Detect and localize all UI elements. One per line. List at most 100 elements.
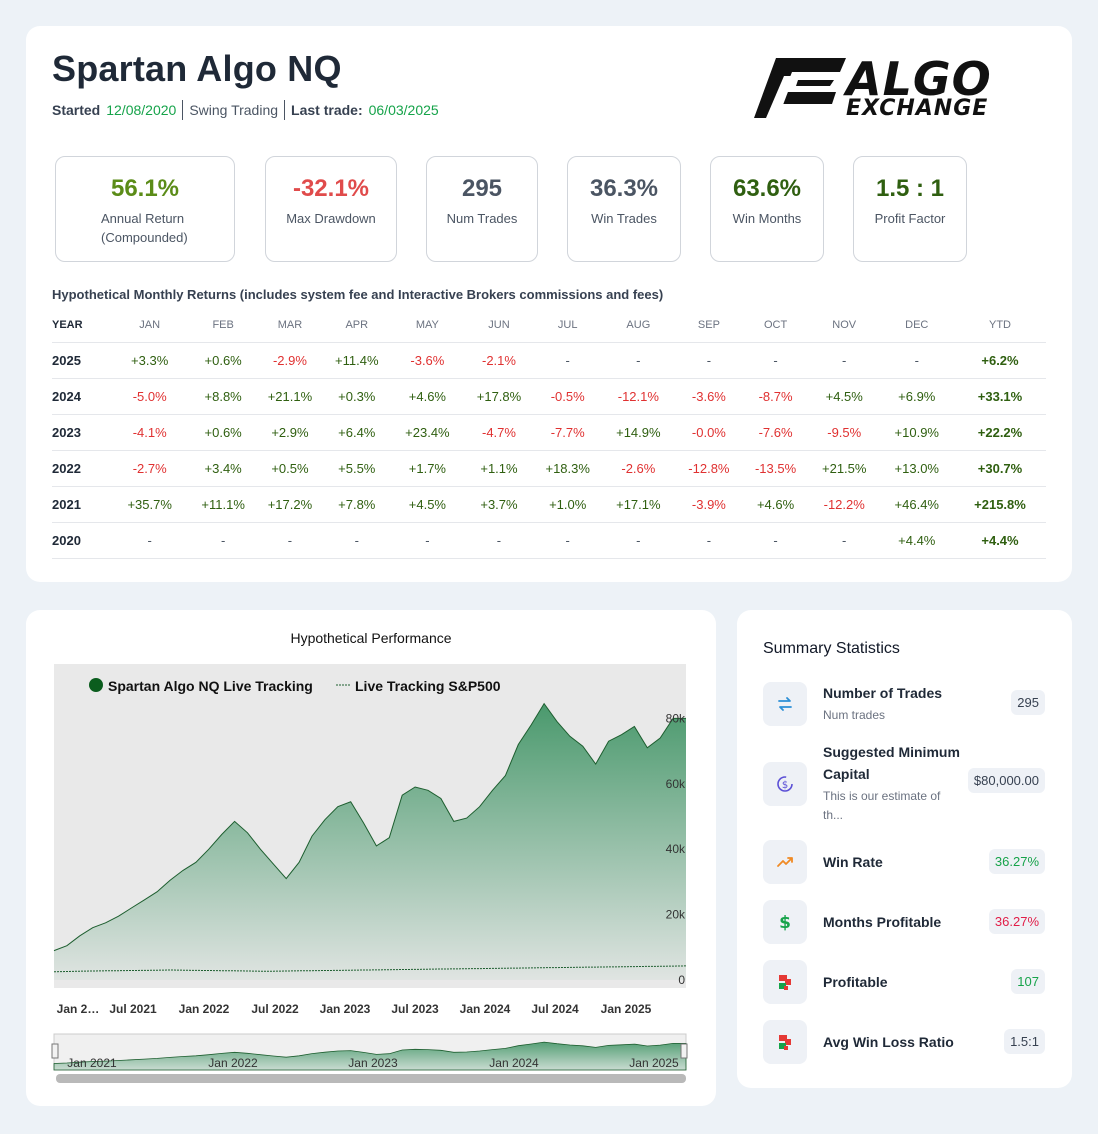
performance-chart[interactable]: 0 20k 40k 60k 80k Jan 2… Jul 2021 Jan 2022 Jul 2… — [26, 610, 716, 1106]
month-return-cell: - — [601, 342, 676, 379]
month-return-cell: +13.0% — [879, 450, 954, 487]
x-tick-label: Jan 2023 — [320, 1002, 371, 1016]
profit-blocks-icon — [763, 960, 807, 1004]
stat-value: 63.6% — [732, 175, 802, 202]
column-header-dec: DEC — [879, 308, 954, 343]
month-return-cell: +17.1% — [601, 486, 676, 523]
x-tick-label: Jan 2… — [57, 1002, 100, 1016]
trending-up-icon — [763, 840, 807, 884]
summary-item-label: Win Rate — [823, 854, 883, 870]
stat-label: Max Drawdown — [286, 211, 376, 226]
stat-label: Win Months — [732, 211, 802, 226]
stat-profit-factor: 1.5 : 1 Profit Factor — [853, 156, 967, 262]
stat-annual-return: 56.1% Annual Return (Compounded) — [55, 156, 235, 262]
navigator-tick-label: Jan 2025 — [629, 1056, 679, 1070]
ytd-cell: +22.2% — [953, 414, 1046, 451]
stat-num-trades: 295 Num Trades — [426, 156, 538, 262]
month-return-cell: -13.5% — [742, 450, 809, 487]
strategy-meta: Started 12/08/2020 Swing Trading Last tr… — [52, 100, 439, 120]
table-row: 2025 +3.3% +0.6% -2.9% +11.4% -3.6% -2.1% - - - - -… — [52, 342, 1046, 379]
stat-label: Num Trades — [446, 211, 518, 226]
y-tick-label: 20k — [666, 908, 686, 922]
meta-divider — [284, 100, 286, 120]
logo-mark-icon — [754, 58, 846, 118]
summary-item-value: 36.27% — [988, 909, 1045, 934]
x-tick-label: Jul 2021 — [109, 1002, 157, 1016]
month-return-cell: +8.8% — [188, 378, 258, 415]
summary-item-value: 1.5:1 — [1004, 1029, 1045, 1054]
month-return-cell: +6.9% — [879, 378, 954, 415]
month-return-cell: - — [675, 342, 743, 379]
y-tick-label: 40k — [666, 842, 686, 856]
stat-value: 56.1% — [110, 175, 180, 202]
meta-divider — [182, 100, 184, 120]
ytd-cell: +6.2% — [953, 342, 1046, 379]
month-return-cell: +3.4% — [188, 450, 258, 487]
summary-item-value: 295 — [1011, 690, 1045, 715]
navigator-tick-label: Jan 2024 — [489, 1056, 539, 1070]
table-header-row: YEAR JAN FEB MAR APR MAY JUN JUL AUG SEP OCT NOV DEC… — [52, 308, 1046, 343]
month-return-cell: -7.7% — [534, 414, 602, 451]
month-return-cell: - — [257, 522, 323, 559]
month-return-cell: +1.0% — [534, 486, 602, 523]
month-return-cell: - — [808, 342, 880, 379]
month-return-cell: +14.9% — [601, 414, 676, 451]
trading-style: Swing Trading — [189, 102, 279, 118]
logo-text-bottom: EXCHANGE — [846, 96, 989, 121]
stat-label: Annual Return (Compounded) — [101, 211, 188, 245]
svg-text:$: $ — [779, 913, 791, 931]
x-tick-label: Jan 2024 — [460, 1002, 511, 1016]
month-return-cell: +11.4% — [322, 342, 392, 379]
month-return-cell: -4.1% — [110, 414, 189, 451]
column-header-aug: AUG — [601, 308, 676, 343]
month-return-cell: +11.1% — [188, 486, 258, 523]
month-return-cell: +1.7% — [391, 450, 464, 487]
month-return-cell: -12.1% — [601, 378, 676, 415]
x-tick-label: Jul 2022 — [251, 1002, 299, 1016]
summary-item-value: 36.27% — [988, 849, 1045, 874]
month-return-cell: - — [188, 522, 258, 559]
month-return-cell: +7.8% — [322, 486, 392, 523]
column-header-sep: SEP — [675, 308, 743, 343]
monthly-returns-table: YEAR JAN FEB MAR APR MAY JUN JUL AUG SEP OCT NOV DEC… — [52, 308, 1046, 559]
x-tick-label: Jul 2023 — [391, 1002, 439, 1016]
month-return-cell: -5.0% — [110, 378, 189, 415]
swap-arrows-icon — [763, 682, 807, 726]
sp500-series-line — [53, 965, 687, 973]
month-return-cell: -2.1% — [463, 342, 535, 379]
stat-value: 1.5 : 1 — [875, 175, 945, 202]
ytd-cell: +30.7% — [953, 450, 1046, 487]
month-return-cell: - — [463, 522, 535, 559]
x-tick-label: Jan 2022 — [179, 1002, 230, 1016]
summary-item-label: Months Profitable — [823, 914, 942, 930]
month-return-cell: +0.5% — [257, 450, 323, 487]
page-title: Spartan Algo NQ — [52, 48, 342, 89]
month-return-cell: +4.5% — [391, 486, 464, 523]
y-tick-label: 60k — [666, 777, 686, 791]
month-return-cell: -3.9% — [675, 486, 743, 523]
column-header-jan: JAN — [110, 308, 189, 343]
navigator-area — [53, 1041, 687, 1071]
month-return-cell: +4.5% — [808, 378, 880, 415]
y-tick-label: 80k — [666, 711, 686, 725]
table-row: 2021 +35.7% +11.1% +17.2% +7.8% +4.5% +3.7% +1.… — [52, 486, 1046, 523]
month-return-cell: -4.7% — [463, 414, 535, 451]
column-header-jul: JUL — [534, 308, 602, 343]
year-cell: 2025 — [52, 342, 111, 379]
navigator-tick-label: Jan 2023 — [348, 1056, 398, 1070]
month-return-cell: -2.9% — [257, 342, 323, 379]
month-return-cell: +6.4% — [322, 414, 392, 451]
algo-exchange-logo[interactable]: ALGO EXCHANGE — [754, 52, 1048, 121]
month-return-cell: +35.7% — [110, 486, 189, 523]
ytd-cell: +4.4% — [953, 522, 1046, 559]
strategy-overview-card: Spartan Algo NQ Started 12/08/2020 Swing… — [26, 26, 1072, 582]
month-return-cell: -2.6% — [601, 450, 676, 487]
ytd-cell: +215.8% — [953, 486, 1046, 523]
logo-text-top: ALGO — [846, 52, 992, 106]
month-return-cell: - — [534, 342, 602, 379]
ytd-cell: +33.1% — [953, 378, 1046, 415]
legend-label-sp500: Live Tracking S&P500 — [355, 678, 501, 694]
legend-label-strategy: Spartan Algo NQ Live Tracking — [108, 678, 313, 694]
navigator-tick-label: Jan 2022 — [208, 1056, 258, 1070]
column-header-feb: FEB — [188, 308, 258, 343]
